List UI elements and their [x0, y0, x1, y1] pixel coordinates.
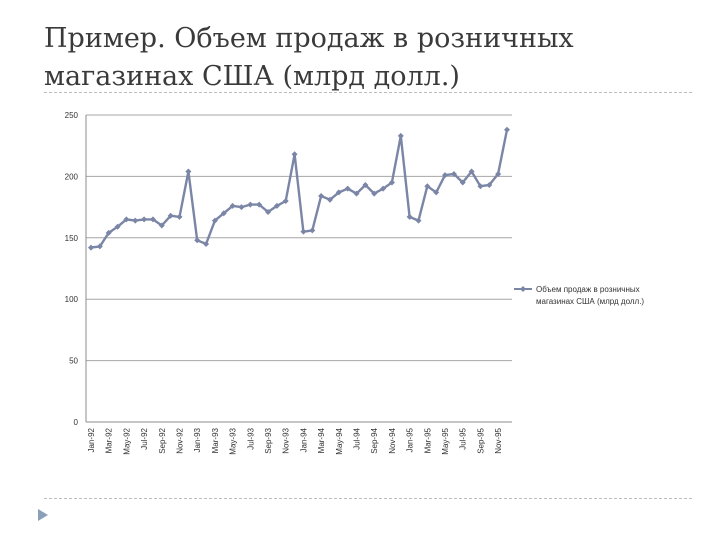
- x-tick-label-Jan-92: Jan-92: [87, 427, 96, 452]
- data-point-Dec-93: [291, 151, 298, 158]
- gridlines: [86, 114, 512, 362]
- x-tick-label-Jul-92: Jul-92: [140, 427, 149, 449]
- data-point-Aug-92: [149, 216, 156, 223]
- data-point-Jan-92: [88, 244, 94, 251]
- legend: Объем продаж в розничных магазинах США (…: [514, 285, 644, 306]
- data-point-Apr-92: [114, 223, 121, 230]
- data-point-May-95: [442, 172, 449, 179]
- data-point-Aug-93: [256, 201, 263, 208]
- data-point-Jul-93: [247, 201, 254, 208]
- x-tick-label-May-93: May-93: [229, 427, 238, 454]
- data-point-Feb-93: [203, 240, 210, 247]
- footer-divider: [44, 498, 692, 499]
- x-tick-label-Nov-94: Nov-94: [388, 427, 397, 453]
- x-tick-label-May-94: May-94: [335, 427, 344, 454]
- data-point-May-93: [229, 202, 236, 209]
- data-point-Apr-93: [220, 210, 227, 217]
- data-point-Sep-93: [265, 209, 272, 216]
- x-tick-label-Mar-94: Mar-94: [317, 427, 326, 453]
- x-tick-label-Jul-93: Jul-93: [246, 427, 255, 449]
- data-point-Jun-95: [450, 170, 457, 177]
- y-tick-label-150: 150: [65, 234, 79, 243]
- data-point-Dec-94: [397, 132, 404, 139]
- data-point-Aug-95: [468, 168, 475, 175]
- data-point-Jan-93: [194, 237, 201, 244]
- x-tick-label-Sep-92: Sep-92: [158, 427, 167, 453]
- axes: [85, 115, 512, 423]
- data-point-Feb-95: [415, 217, 422, 224]
- data-point-Aug-94: [362, 181, 369, 188]
- x-tick-label-Nov-95: Nov-95: [494, 427, 503, 453]
- y-tick-label-0: 0: [74, 418, 79, 427]
- data-point-Sep-94: [371, 190, 378, 197]
- data-point-Oct-94: [380, 185, 387, 192]
- x-tick-label-Sep-95: Sep-95: [476, 427, 485, 453]
- x-tick-label-Sep-93: Sep-93: [264, 427, 273, 453]
- title-divider: [44, 92, 692, 93]
- data-point-Feb-92: [96, 243, 103, 250]
- data-point-Mar-93: [211, 217, 218, 224]
- data-point-Nov-94: [388, 179, 395, 186]
- data-point-Nov-92: [176, 213, 183, 220]
- x-tick-label-Jul-94: Jul-94: [353, 427, 362, 449]
- data-point-May-94: [335, 189, 342, 196]
- triangle-bullet-icon: [38, 509, 48, 521]
- data-point-Sep-95: [477, 183, 484, 190]
- data-point-May-92: [123, 216, 130, 223]
- x-tick-label-Nov-92: Nov-92: [176, 427, 185, 453]
- data-point-Jan-94: [300, 228, 307, 235]
- x-tick-label-Mar-95: Mar-95: [423, 427, 432, 453]
- x-tick-label-Sep-94: Sep-94: [370, 427, 379, 453]
- line-chart: 0 50 100 150 200 250 Jan-92 Mar-92 May-92 Jul-92…: [65, 111, 645, 455]
- y-tick-label-50: 50: [69, 357, 78, 366]
- data-point-Sep-92: [158, 222, 165, 229]
- data-point-Mar-94: [318, 193, 325, 200]
- data-point-Dec-95: [504, 126, 510, 133]
- legend-label-line-2: магазинах США (млрд долл.): [536, 297, 644, 306]
- x-tick-labels: Jan-92 Mar-92 May-92 Jul-92 Sep-92 Nov-92 Jan-…: [87, 427, 503, 454]
- data-point-Jun-92: [132, 217, 139, 224]
- data-point-Nov-93: [282, 197, 289, 204]
- data-point-Oct-95: [486, 181, 493, 188]
- x-tick-label-Jul-95: Jul-95: [459, 427, 468, 449]
- data-point-Jan-95: [406, 213, 413, 220]
- slide-title: Пример. Объем продаж в розничных магазин…: [44, 23, 574, 92]
- series-sales: [88, 126, 510, 251]
- series-line-0: [90, 129, 509, 249]
- data-point-Jul-95: [459, 179, 466, 186]
- data-point-Jul-94: [353, 190, 360, 197]
- x-tick-label-Mar-93: Mar-93: [211, 427, 220, 453]
- legend-label-line-1: Объем продаж в розничных: [536, 285, 640, 294]
- x-tick-label-Nov-93: Nov-93: [282, 427, 291, 453]
- data-point-Oct-93: [273, 202, 280, 209]
- legend-swatch-marker: [520, 286, 526, 292]
- x-tick-label-Jan-95: Jan-95: [406, 427, 415, 452]
- y-tick-label-100: 100: [65, 295, 79, 304]
- x-tick-label-Jan-94: Jan-94: [299, 427, 308, 452]
- data-point-Mar-92: [105, 229, 112, 236]
- data-point-Apr-94: [326, 196, 333, 203]
- data-point-Dec-92: [185, 168, 192, 175]
- data-point-Oct-92: [167, 212, 174, 219]
- y-tick-labels: 0 50 100 150 200 250: [65, 111, 79, 427]
- data-point-Mar-95: [424, 183, 431, 190]
- y-tick-label-250: 250: [65, 111, 79, 120]
- x-tick-label-May-95: May-95: [441, 427, 450, 454]
- data-point-Feb-94: [309, 227, 316, 234]
- data-point-Nov-95: [495, 170, 502, 177]
- y-tick-label-200: 200: [65, 172, 79, 181]
- data-point-Jun-94: [344, 185, 351, 192]
- x-tick-label-May-92: May-92: [122, 427, 131, 454]
- data-point-Jul-92: [141, 216, 148, 223]
- x-tick-label-Jan-93: Jan-93: [193, 427, 202, 452]
- x-tick-label-Mar-92: Mar-92: [105, 427, 114, 453]
- data-point-Jun-93: [238, 204, 245, 211]
- data-point-Apr-95: [433, 189, 440, 196]
